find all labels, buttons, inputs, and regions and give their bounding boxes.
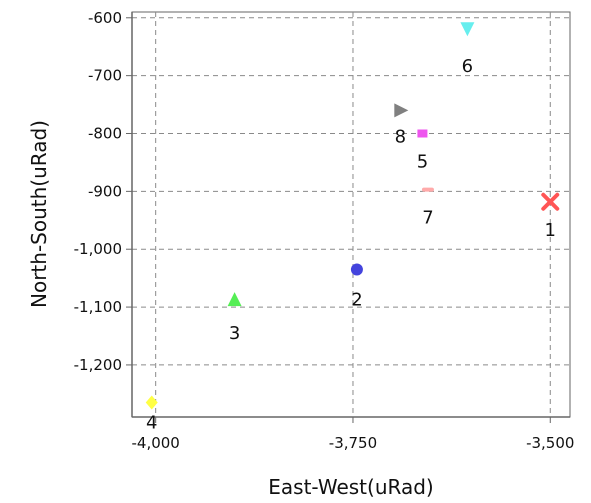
y-tick-label-1: -700 (88, 67, 122, 85)
point-marker-7 (421, 187, 434, 192)
point-marker-2 (350, 263, 363, 276)
point-marker-4 (145, 395, 158, 410)
y-tick-label-4: -1,000 (74, 240, 122, 258)
point-label-5: 5 (417, 152, 428, 173)
axis-ticks: -4,000 -3,750 -3,500 -600 -700 -800 -900 -1,000… (74, 9, 575, 452)
point-marker-1 (541, 192, 560, 211)
point-label-2: 2 (351, 289, 362, 310)
y-tick-label-3: -900 (88, 182, 122, 200)
y-tick-label-2: -800 (88, 125, 122, 143)
plot-frame (131, 11, 571, 418)
y-tick-label-0: -600 (88, 9, 122, 27)
point-marker-6 (460, 22, 475, 37)
x-axis-title: East-West(uRad) (268, 475, 433, 499)
y-tick-label-6: -1,200 (74, 356, 122, 374)
point-marker-3 (227, 292, 242, 307)
point-marker-8 (394, 103, 409, 118)
y-axis-title: North-South(uRad) (27, 120, 51, 308)
point-label-1: 1 (545, 220, 556, 241)
x-tick-label-1: -3,750 (329, 434, 377, 452)
x-tick-label-0: -4,000 (131, 434, 179, 452)
point-label-4: 4 (146, 413, 157, 434)
point-label-3: 3 (229, 323, 240, 344)
data-points: 1 2 3 4 5 6 7 8 (145, 22, 560, 434)
point-marker-5 (417, 129, 428, 138)
point-label-8: 8 (395, 126, 406, 147)
x-tick-label-2: -3,500 (526, 434, 574, 452)
point-label-6: 6 (462, 56, 473, 77)
y-tick-label-5: -1,100 (74, 298, 122, 316)
grid-lines (132, 12, 570, 417)
point-label-7: 7 (422, 208, 433, 229)
